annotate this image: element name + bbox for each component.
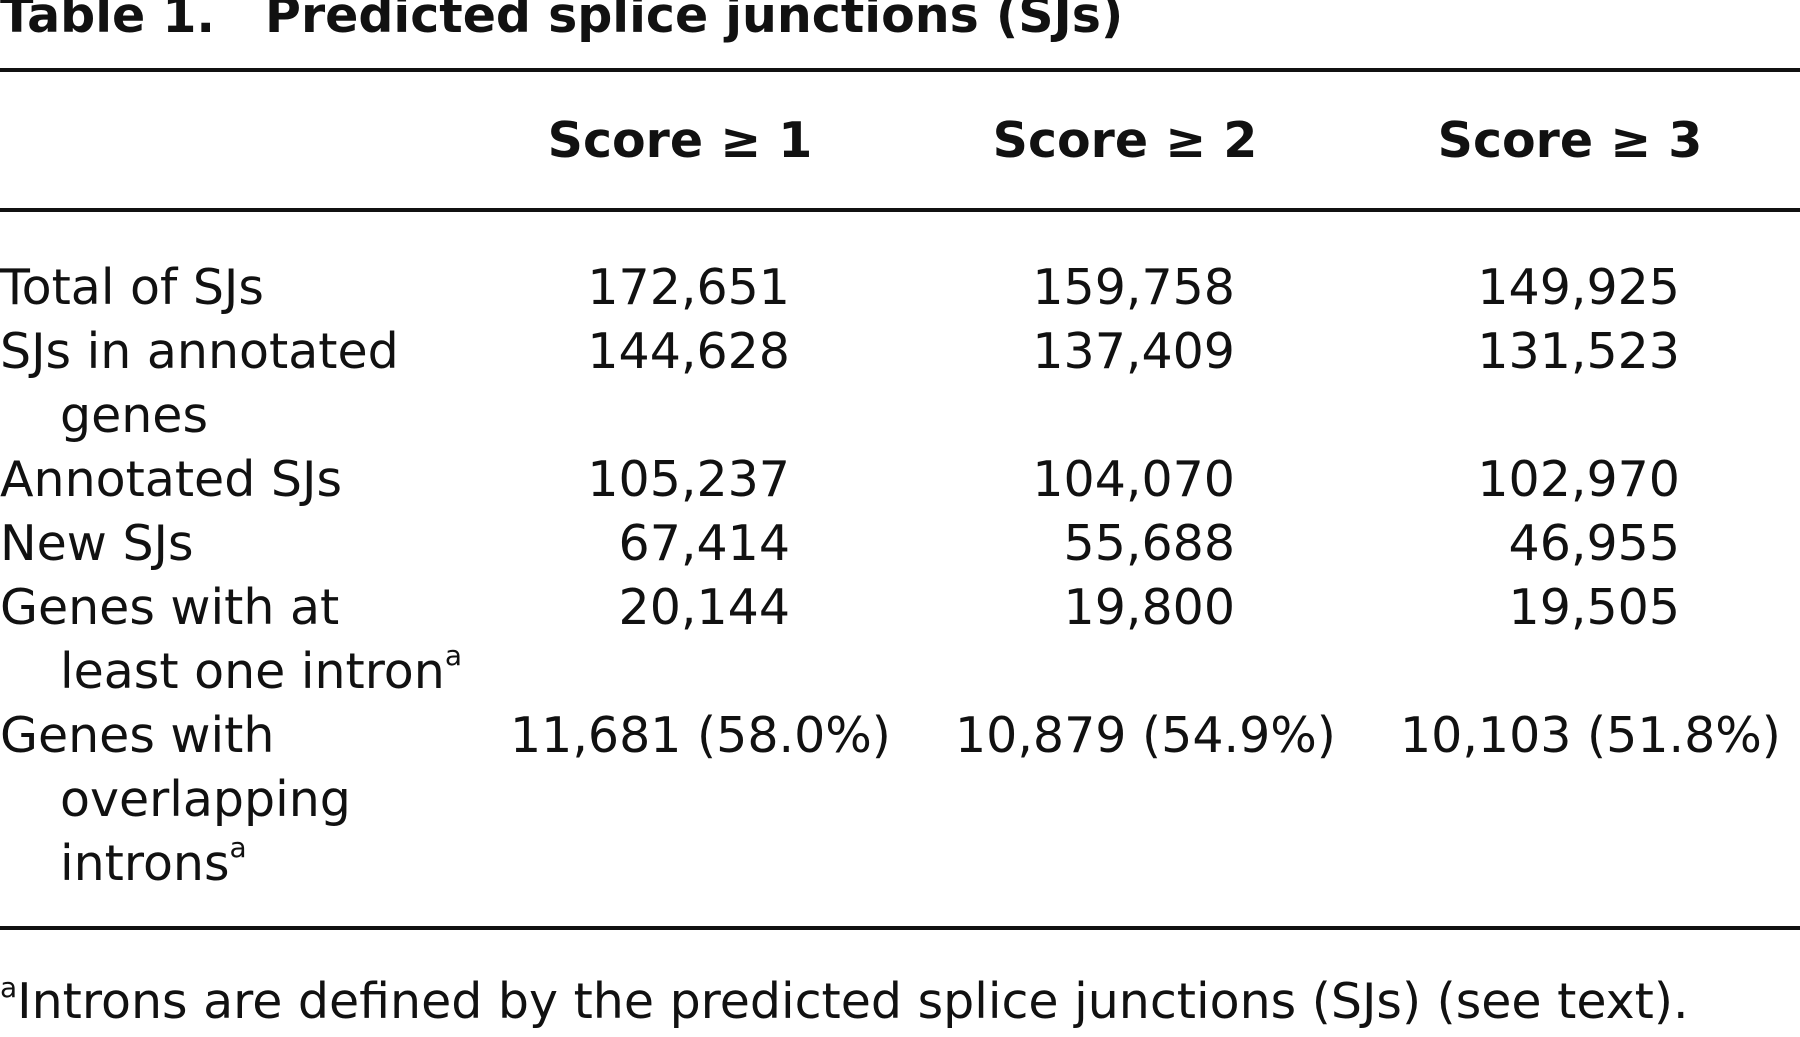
table-cell: 10,103 (51.8%): [1400, 707, 1781, 764]
table-cell: 131,523: [1477, 323, 1680, 380]
footnote-mark: a: [444, 638, 463, 672]
table-caption: Table 1. Predicted splice junctions (SJs): [0, 0, 1123, 48]
row-label-continuation: intronsa: [60, 830, 247, 892]
table-cell: 10,879 (54.9%): [955, 707, 1336, 764]
column-header-score-2: Score ≥ 2: [992, 112, 1258, 169]
footnote-mark: a: [0, 970, 18, 1004]
table-cell: 104,070: [1032, 451, 1235, 508]
header-rule: [0, 208, 1800, 212]
table-cell: 19,505: [1508, 579, 1680, 636]
table-cell: 20,144: [618, 579, 790, 636]
table-cell: 144,628: [587, 323, 790, 380]
table-cell: 102,970: [1477, 451, 1680, 508]
row-label: Total of SJs: [0, 259, 264, 316]
table-cell: 137,409: [1032, 323, 1235, 380]
table-cell: 55,688: [1063, 515, 1235, 572]
row-label-continuation: overlapping: [60, 771, 351, 828]
table-cell: 105,237: [587, 451, 790, 508]
table-footnote: aIntrons are defined by the predicted sp…: [0, 970, 1689, 1034]
row-label: New SJs: [0, 515, 194, 572]
row-label: Genes with at: [0, 579, 340, 636]
row-label-continuation: least one introna: [60, 638, 463, 700]
footnote-mark: a: [229, 830, 247, 864]
row-label-continuation: genes: [60, 387, 208, 444]
bottom-rule: [0, 926, 1800, 930]
table-cell: 159,758: [1032, 259, 1235, 316]
row-label: SJs in annotated: [0, 323, 399, 380]
table-cell: 172,651: [587, 259, 790, 316]
table-cell: 149,925: [1477, 259, 1680, 316]
table-cell: 46,955: [1508, 515, 1680, 572]
table-title: Predicted splice junctions (SJs): [265, 0, 1124, 44]
top-rule: [0, 68, 1800, 72]
row-label: Annotated SJs: [0, 451, 342, 508]
footnote-text: Introns are defined by the predicted spl…: [17, 973, 1689, 1030]
table-cell: 67,414: [618, 515, 790, 572]
table-label: Table 1.: [0, 0, 216, 44]
row-label: Genes with: [0, 707, 275, 764]
column-header-score-1: Score ≥ 1: [547, 112, 813, 169]
table-cell: 19,800: [1063, 579, 1235, 636]
table-cell: 11,681 (58.0%): [510, 707, 891, 764]
column-header-score-3: Score ≥ 3: [1437, 112, 1703, 169]
